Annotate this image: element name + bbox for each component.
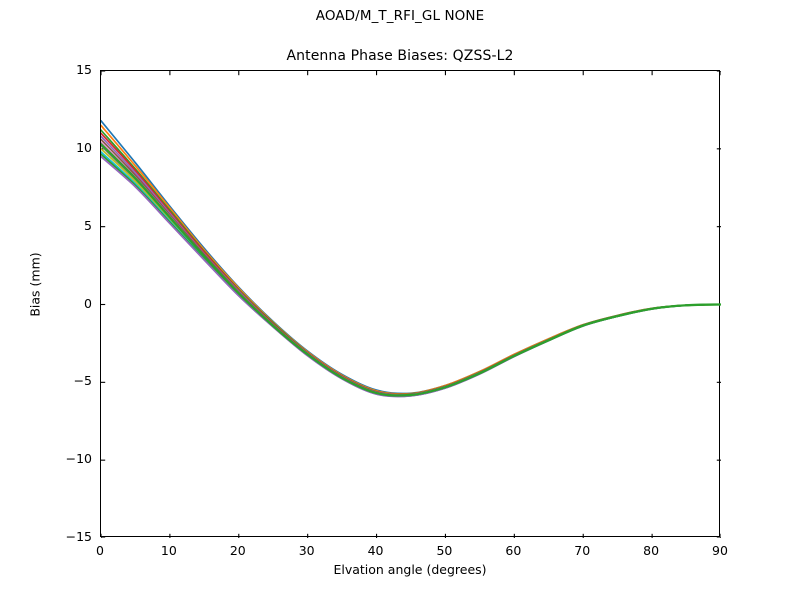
- data-series-line: [101, 153, 721, 398]
- data-series-line: [101, 138, 721, 397]
- x-axis-tick-label: 0: [96, 543, 104, 558]
- x-axis-tick-label: 70: [574, 543, 591, 558]
- data-series-line: [101, 119, 721, 395]
- data-series-group: [101, 119, 721, 398]
- x-axis-tick-label: 40: [367, 543, 384, 558]
- data-series-line-overlay: [101, 143, 721, 397]
- data-series-line: [101, 129, 721, 396]
- y-axis-tick-label: −10: [65, 451, 92, 467]
- x-axis-tick-label: 50: [436, 543, 453, 558]
- y-axis-tick-label: 10: [76, 139, 92, 155]
- y-axis-tick-label: −15: [65, 529, 92, 544]
- y-axis-tick-label: 15: [76, 62, 92, 77]
- data-series-line: [101, 144, 721, 397]
- y-axis-tick-label: 0: [84, 295, 92, 311]
- x-axis-tick-labels: 0 10 20 30 40 50 60 70 80 90: [96, 543, 728, 565]
- data-series-line: [101, 135, 721, 396]
- y-axis-tick-label: −5: [73, 373, 92, 389]
- plot-area: [100, 70, 721, 538]
- y-axis-label: Bias (mm): [27, 252, 43, 317]
- data-series-line: [101, 155, 721, 398]
- x-axis-label: Elvation angle (degrees): [333, 562, 487, 577]
- data-series-line: [101, 151, 721, 398]
- y-axis-tick-labels: −15 −10 −5 0 5 10 15: [30, 63, 92, 542]
- x-axis-tick-label: 60: [505, 543, 522, 558]
- tick-marks: [101, 71, 721, 538]
- data-series-line: [101, 132, 721, 396]
- y-axis-tick-label: 5: [84, 217, 92, 233]
- data-series-line: [101, 147, 721, 397]
- x-axis-tick-label: 30: [298, 543, 315, 558]
- x-axis-tick-label: 80: [643, 543, 660, 558]
- data-series-line: [101, 124, 721, 395]
- curve-canvas: [101, 71, 721, 538]
- x-axis-tick-label: 20: [229, 543, 246, 558]
- x-axis-tick-label: 10: [160, 543, 177, 558]
- data-series-line: [101, 141, 721, 397]
- chart-title: Antenna Phase Biases: QZSS-L2: [286, 48, 514, 64]
- figure-suptitle: AOAD/M_T_RFI_GL NONE: [315, 8, 485, 24]
- x-axis-tick-label: 90: [712, 543, 728, 558]
